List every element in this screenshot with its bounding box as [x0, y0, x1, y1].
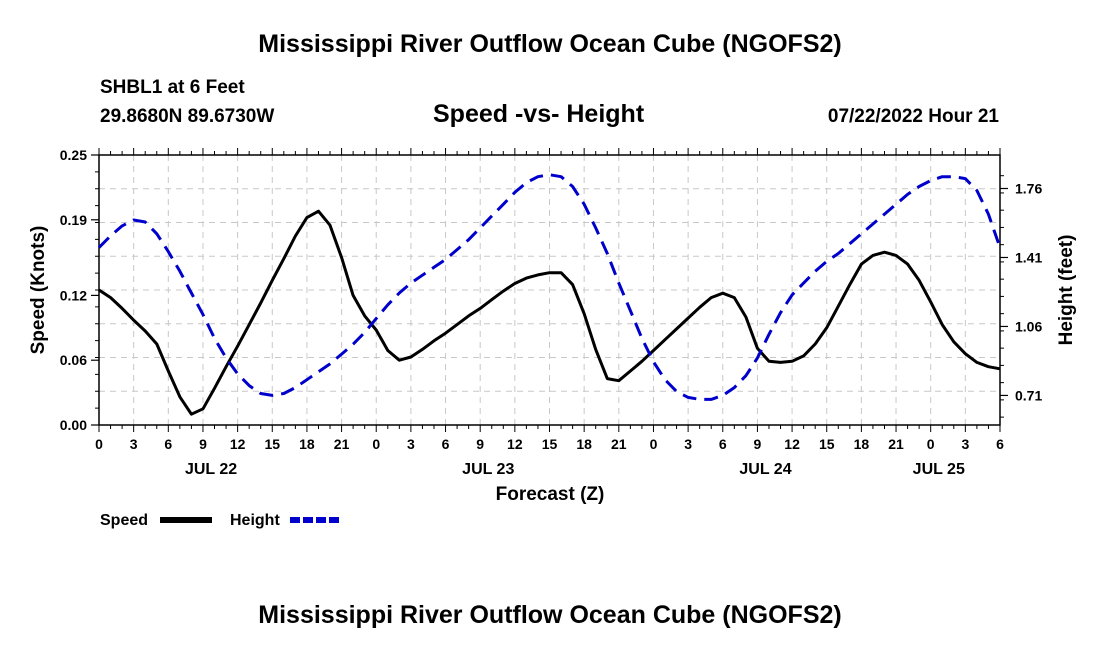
y2-tick-label: 1.41	[1015, 249, 1042, 265]
x-tick-label: 21	[888, 436, 904, 452]
x-tick-label: 18	[576, 436, 592, 452]
date-label: JUL 22	[185, 461, 237, 478]
x-tick-label: 3	[961, 436, 969, 452]
legend-label-speed: Speed	[100, 512, 148, 529]
x-tick-label: 9	[476, 436, 484, 452]
y2-tick-label: 1.76	[1015, 181, 1042, 197]
x-tick-label: 3	[407, 436, 415, 452]
y-tick-label: 0.12	[60, 287, 87, 303]
date-label: JUL 24	[739, 461, 791, 478]
x-tick-label: 3	[130, 436, 138, 452]
y-tick-label: 0.19	[60, 212, 87, 228]
x-tick-label: 15	[819, 436, 835, 452]
y2-tick-label: 1.06	[1015, 318, 1042, 334]
y2-tick-label: 0.71	[1015, 387, 1042, 403]
coordinates-label: 29.8680N 89.6730W	[100, 106, 275, 127]
x-tick-label: 15	[264, 436, 280, 452]
date-label: JUL 25	[913, 461, 965, 478]
x-tick-label: 3	[684, 436, 692, 452]
y-axis-label: Speed (Knots)	[28, 226, 49, 355]
chart-subtitle: Speed -vs- Height	[433, 100, 645, 128]
x-tick-label: 6	[719, 436, 727, 452]
x-tick-label: 9	[199, 436, 207, 452]
series-line-speed	[98, 209, 1001, 416]
y2-axis-label: Height (feet)	[1056, 235, 1077, 346]
x-tick-label: 18	[854, 436, 870, 452]
x-tick-label: 0	[95, 436, 103, 452]
forecast-datetime: 07/22/2022 Hour 21	[827, 106, 999, 127]
y-tick-label: 0.06	[60, 352, 87, 368]
x-tick-label: 6	[442, 436, 450, 452]
x-tick-label: 21	[334, 436, 350, 452]
series-line-height	[97, 173, 1002, 401]
chart-title-bottom: Mississippi River Outflow Ocean Cube (NG…	[258, 601, 842, 629]
x-tick-label: 12	[230, 436, 246, 452]
x-tick-label: 0	[650, 436, 658, 452]
x-tick-label: 12	[784, 436, 800, 452]
legend-label-height: Height	[230, 512, 280, 529]
x-tick-label: 9	[754, 436, 762, 452]
x-tick-label: 0	[927, 436, 935, 452]
x-tick-label: 6	[164, 436, 172, 452]
station-label: SHBL1 at 6 Feet	[100, 77, 245, 98]
date-label: JUL 23	[462, 461, 514, 478]
x-tick-label: 21	[611, 436, 627, 452]
x-axis-label: Forecast (Z)	[496, 484, 605, 505]
y-tick-label: 0.25	[60, 147, 87, 163]
y-tick-label: 0.00	[60, 417, 87, 433]
x-tick-label: 18	[299, 436, 315, 452]
x-tick-label: 15	[542, 436, 558, 452]
x-tick-label: 12	[507, 436, 523, 452]
chart-title-top: Mississippi River Outflow Ocean Cube (NG…	[258, 30, 842, 58]
x-tick-label: 6	[996, 436, 1004, 452]
x-tick-label: 0	[372, 436, 380, 452]
